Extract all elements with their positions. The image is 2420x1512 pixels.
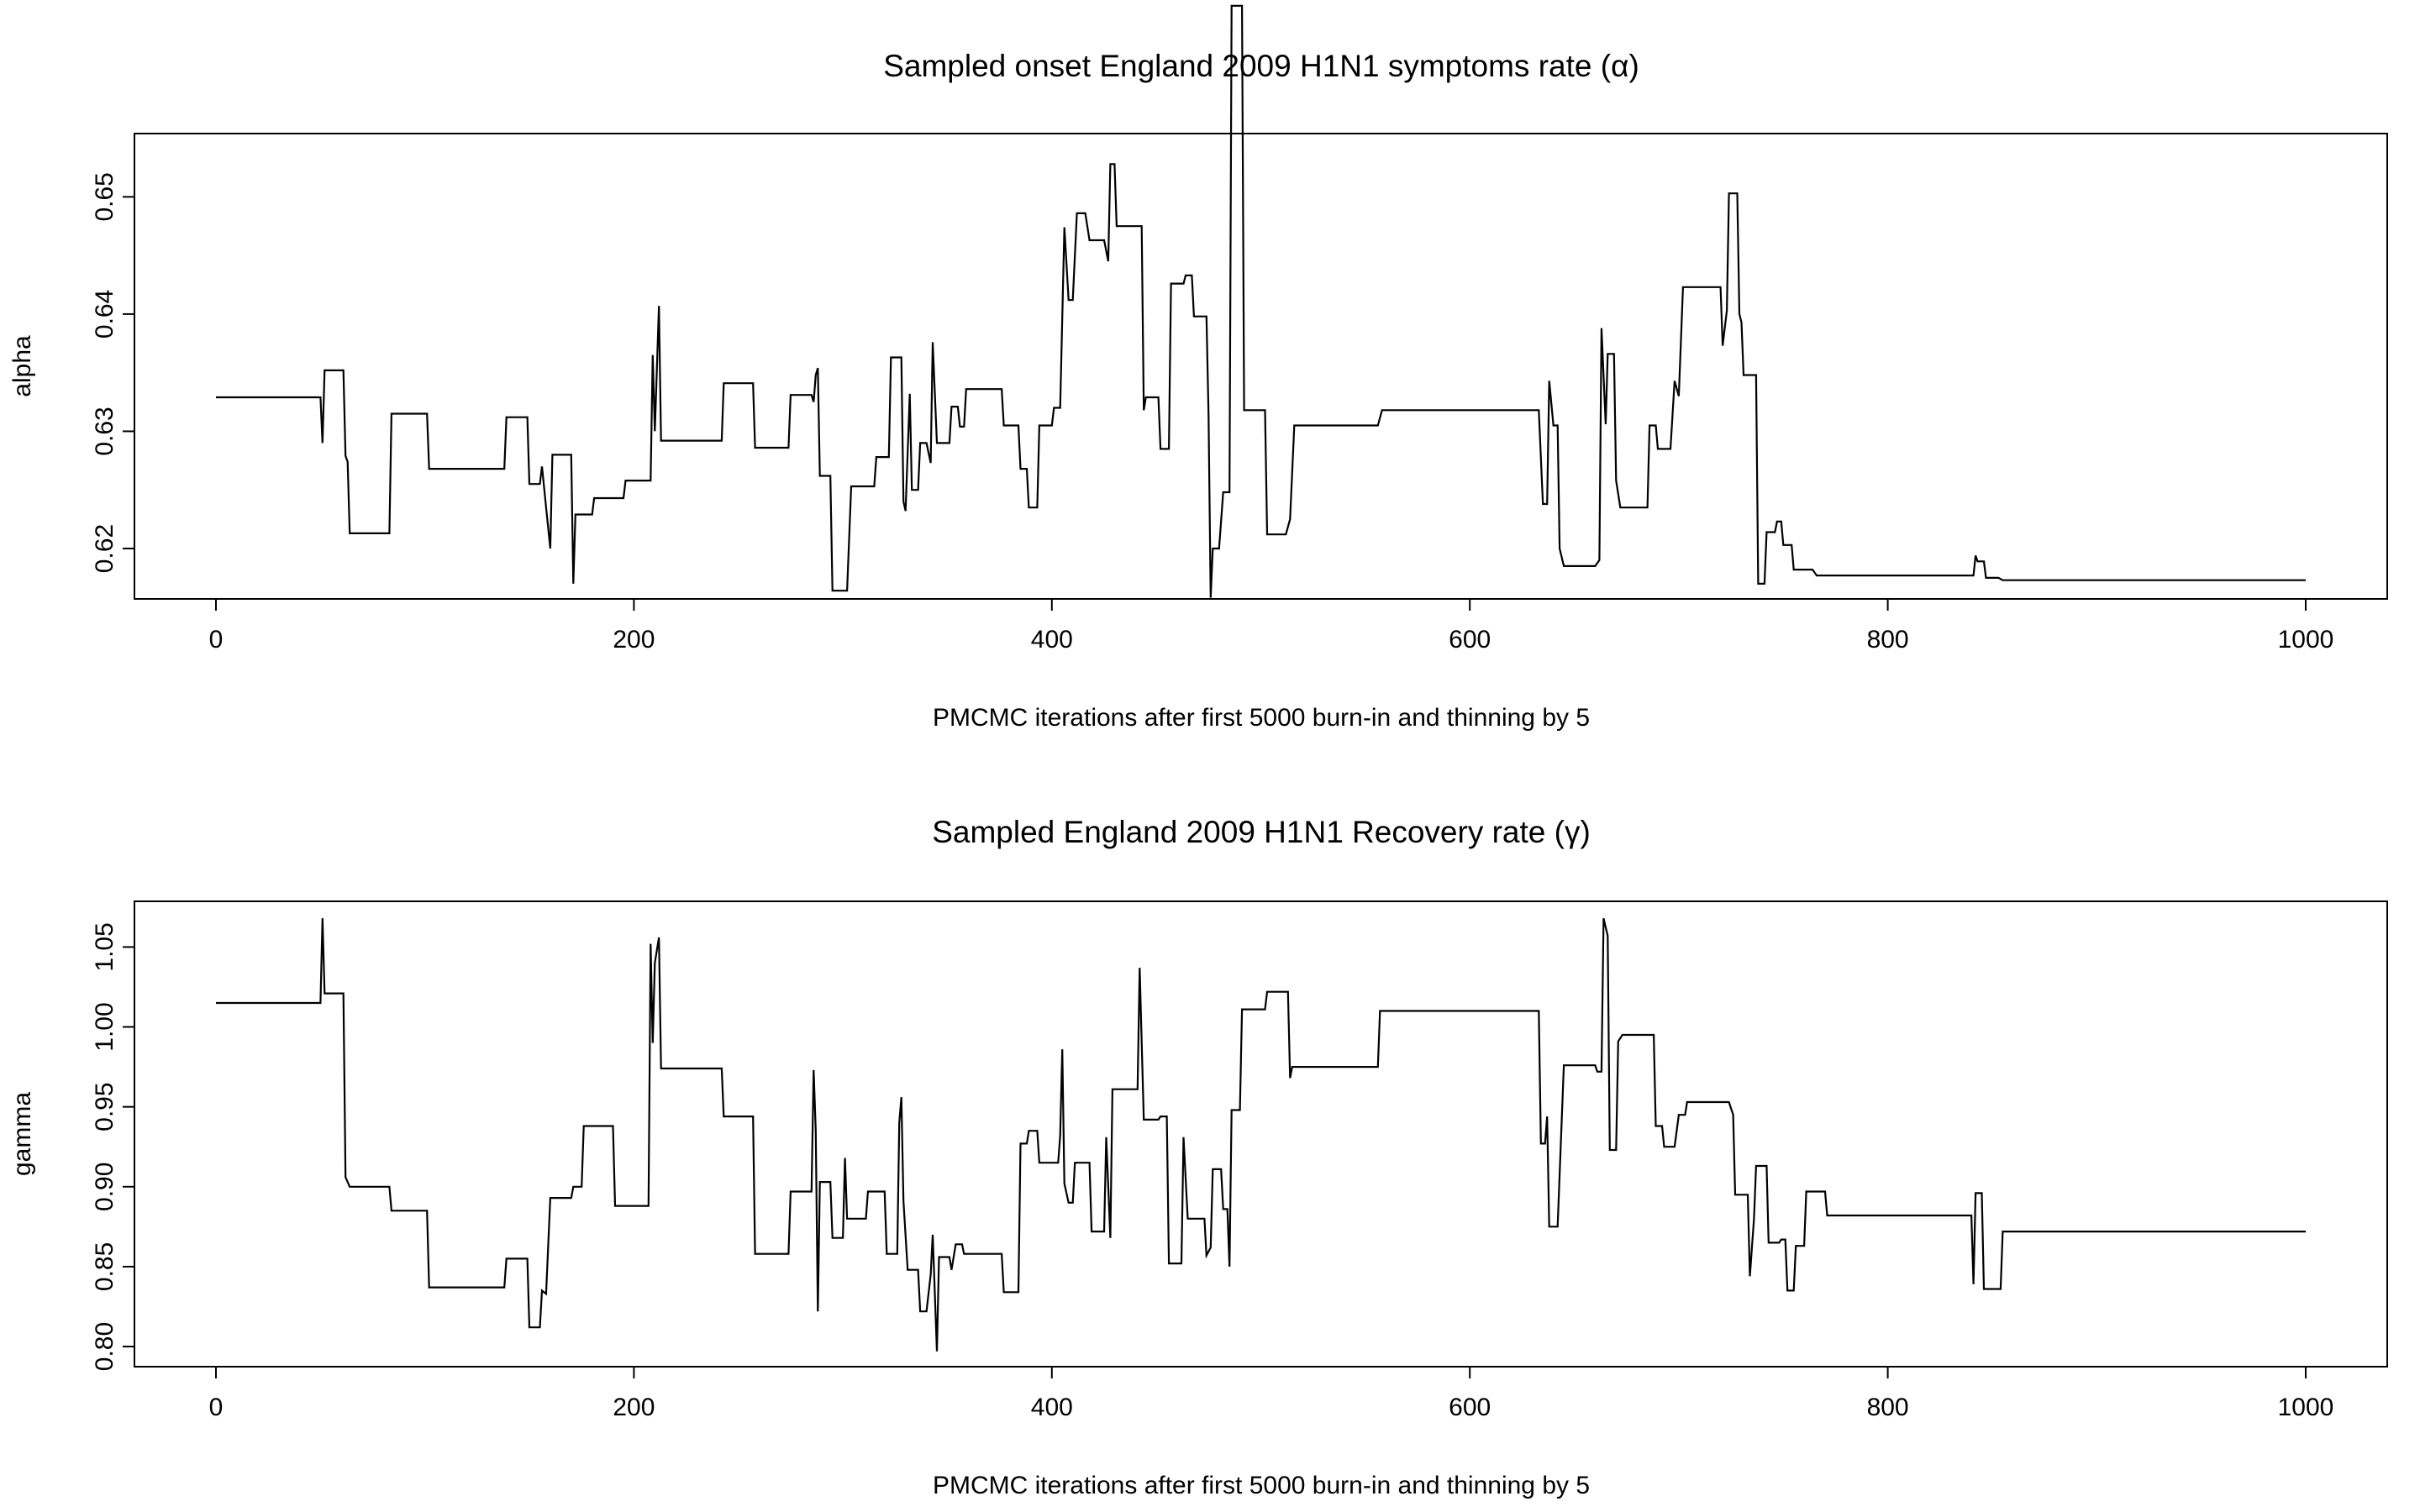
alpha-trace-line <box>216 4 2306 598</box>
alpha-y-axis: 0.62 0.63 0.64 0.65 <box>91 172 134 573</box>
alpha-x-axis-label: PMCMC iterations after first 5000 burn-i… <box>933 704 1590 732</box>
alpha-x-tick-label: 1000 <box>2278 626 2334 654</box>
gamma-x-tick-label: 600 <box>1449 1394 1491 1421</box>
alpha-y-tick-label: 0.65 <box>91 172 118 221</box>
alpha-x-tick-label: 200 <box>613 626 655 654</box>
gamma-y-tick-label: 1.05 <box>91 922 118 971</box>
gamma-x-tick-label: 1000 <box>2278 1394 2334 1421</box>
gamma-x-tick-label: 800 <box>1867 1394 1909 1421</box>
gamma-trace-panel: Sampled England 2009 H1N1 Recovery rate … <box>8 815 2388 1499</box>
gamma-plot-frame <box>134 900 2388 1368</box>
alpha-x-tick-label: 400 <box>1031 626 1073 654</box>
gamma-trace-line <box>216 917 2306 1352</box>
alpha-chart-title: Sampled onset England 2009 H1N1 symptoms… <box>883 49 1639 83</box>
gamma-x-axis: 0 200 400 600 800 1000 <box>209 1367 2334 1421</box>
alpha-x-tick-label: 600 <box>1449 626 1491 654</box>
alpha-y-tick-label: 0.62 <box>91 524 118 573</box>
alpha-plot-frame <box>134 133 2388 600</box>
alpha-y-axis-label: alpha <box>8 335 36 397</box>
gamma-x-tick-label: 0 <box>209 1394 224 1421</box>
gamma-y-axis: 0.80 0.85 0.90 0.95 1.00 1.05 <box>91 922 134 1371</box>
gamma-x-tick-label: 200 <box>613 1394 655 1421</box>
gamma-chart-title: Sampled England 2009 H1N1 Recovery rate … <box>932 815 1591 849</box>
alpha-trace-panel: Sampled onset England 2009 H1N1 symptoms… <box>8 4 2388 732</box>
gamma-y-tick-label: 0.95 <box>91 1082 118 1131</box>
alpha-x-axis: 0 200 400 600 800 1000 <box>209 599 2334 654</box>
gamma-y-axis-label: gamma <box>8 1092 36 1176</box>
gamma-y-tick-label: 0.90 <box>91 1163 118 1211</box>
alpha-x-tick-label: 800 <box>1867 626 1909 654</box>
alpha-y-tick-label: 0.63 <box>91 407 118 455</box>
gamma-y-tick-label: 0.80 <box>91 1322 118 1371</box>
gamma-y-tick-label: 1.00 <box>91 1002 118 1051</box>
gamma-x-axis-label: PMCMC iterations after first 5000 burn-i… <box>933 1472 1590 1499</box>
gamma-x-tick-label: 400 <box>1031 1394 1073 1421</box>
alpha-x-tick-label: 0 <box>209 626 224 654</box>
gamma-y-tick-label: 0.85 <box>91 1242 118 1291</box>
alpha-y-tick-label: 0.64 <box>91 290 118 339</box>
